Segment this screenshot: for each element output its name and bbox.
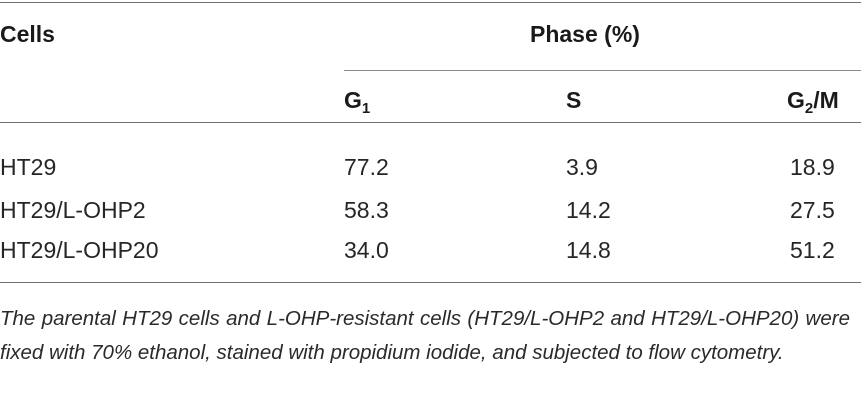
row-name: HT29 [0,154,57,180]
row-s-value: 14.8 [566,237,611,263]
table-bottom-rule [0,282,861,283]
header-phase: Phase (%) [530,21,640,47]
header-bottom-rule [0,122,861,123]
header-g1-main: G [344,87,362,113]
table-top-rule [0,2,861,3]
row-g2m-value: 18.9 [790,154,835,180]
row-g2m-value: 51.2 [790,237,835,263]
header-g2m-main: G [787,87,805,113]
header-cells: Cells [0,21,55,47]
row-g1-value: 58.3 [344,197,389,223]
row-name: HT29/L-OHP2 [0,197,146,223]
header-g2m-subscript: 2 [804,100,814,117]
phase-span-rule [344,70,861,71]
row-name: HT29/L-OHP20 [0,237,159,263]
row-s-value: 14.2 [566,197,611,223]
header-g1-subscript: 1 [361,100,371,117]
header-g2m-suffix: /M [813,87,839,113]
header-g1: G1 [344,86,370,118]
row-g1-value: 34.0 [344,237,389,263]
table-footnote: The parental HT29 cells and L-OHP-resist… [0,307,850,364]
row-s-value: 3.9 [566,154,598,180]
header-g2m: G2/M [787,86,839,118]
header-s: S [566,87,582,113]
row-g1-value: 77.2 [344,154,389,180]
row-g2m-value: 27.5 [790,197,835,223]
